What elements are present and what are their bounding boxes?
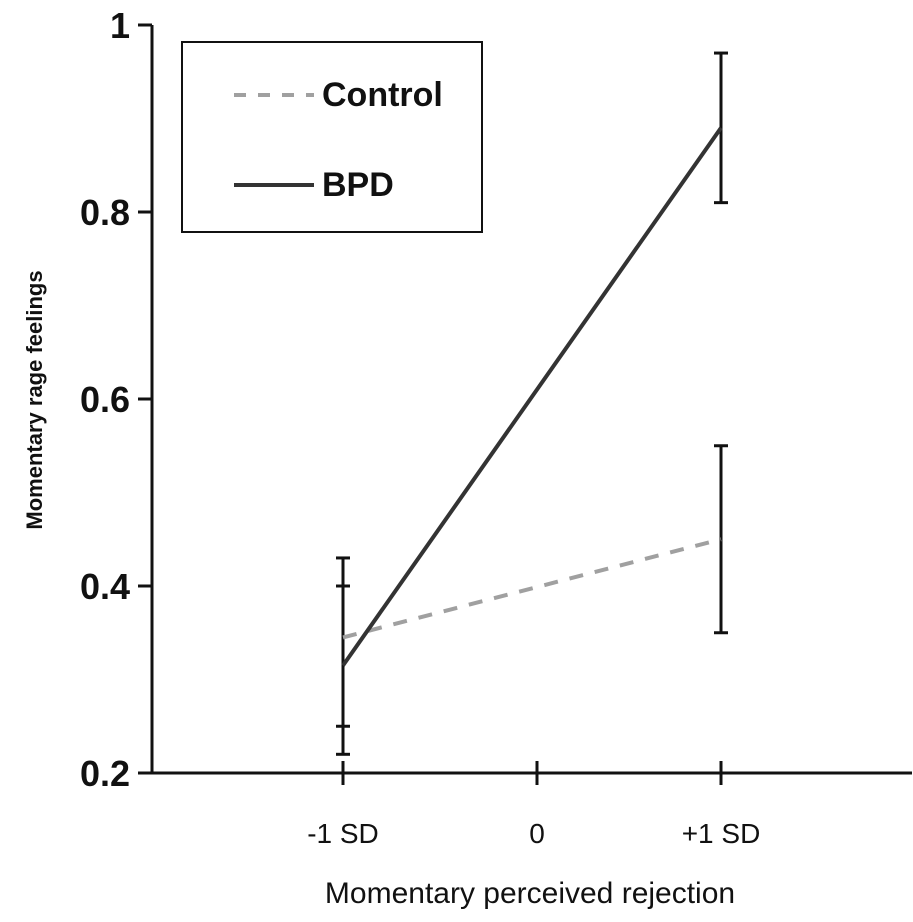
y-tick-labels: 0.2 0.4 0.6 0.8 1 [80, 5, 130, 794]
y-tick-label: 0.8 [80, 192, 130, 233]
legend-label-control: Control [322, 76, 443, 114]
y-tick-label: 0.6 [80, 379, 130, 420]
legend-box [181, 41, 483, 233]
x-tick-label: 0 [529, 818, 545, 849]
error-bar [336, 584, 350, 756]
x-axis-title: Momentary perceived rejection [325, 877, 735, 910]
x-tick-labels: -1 SD 0 +1 SD [307, 818, 760, 849]
y-axis-title: Momentary rage feelings [22, 270, 47, 529]
legend: Control BPD [181, 41, 483, 233]
series-line-bpd [341, 126, 723, 667]
x-tick-label: -1 SD [307, 818, 379, 849]
axes [138, 23, 912, 785]
x-tick-label: +1 SD [682, 818, 761, 849]
y-tick-label: 0.4 [80, 566, 130, 607]
y-tick-label: 0.2 [80, 753, 130, 794]
y-tick-label: 1 [110, 5, 130, 46]
series-line-control [342, 537, 722, 640]
error-bar [714, 51, 728, 205]
legend-label-bpd: BPD [322, 166, 394, 204]
series-lines [341, 126, 723, 667]
